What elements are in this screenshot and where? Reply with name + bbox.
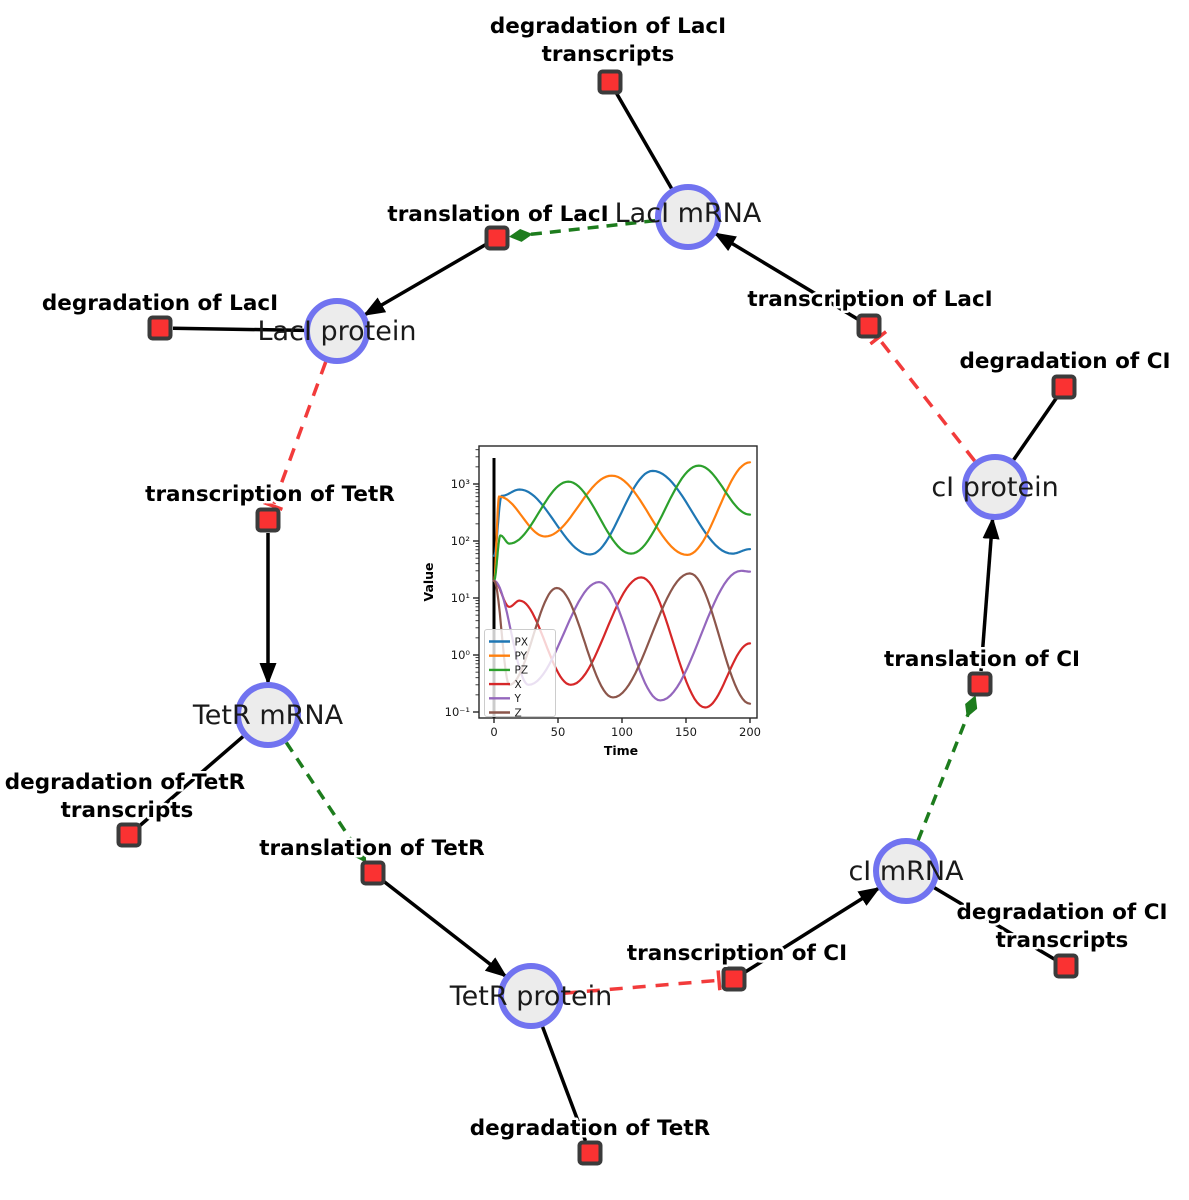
species-label-ci-mrna: cI mRNA [848,856,964,887]
chart-series-X [492,576,752,709]
chart-series-PY [492,461,752,582]
reaction-node-degradation-ci-transcripts [1053,953,1079,979]
reaction-label-degradation-laci-transcripts-line2: transcripts [542,42,675,67]
reaction-node-degradation-tetr-transcripts [116,822,142,848]
species-label-laci-mrna: LacI mRNA [615,198,762,229]
edge-translation-tetr-to-tetrprotein [382,879,508,978]
chart-axes-frame [478,445,758,719]
reaction-label-degradation-ci: degradation of CI [960,349,1171,374]
reaction-label-degradation-ci-transcripts-line2: transcripts [996,928,1129,953]
chart-x-tick-label: 150 [675,725,697,739]
reaction-node-degradation-tetr [577,1140,603,1166]
reaction-node-translation-ci [967,671,993,697]
edge-inhibition-ciprotein-to-transcription-laci [869,330,977,463]
reaction-label-degradation-tetr-transcripts-line1: degradation of TetR [5,770,246,795]
reaction-label-degradation-laci-transcripts-line1: degradation of LacI [490,14,726,39]
edge-translation-ci-to-ciprotein [979,516,1000,672]
edge-transcription-ci-to-cimrna [744,887,881,974]
chart-x-tick-label: 0 [490,725,497,739]
chart-x-tick-label: 50 [551,725,566,739]
chart-y-tick-label: 10⁰ [451,648,471,662]
inset-timecourse-chart: 0 50 100 150 20010⁻¹10⁰10¹10²10³TimeValuePXP… [421,445,761,758]
edge-inhibition-laciprotein-to-transcription-tetr [263,361,328,511]
chart-series-PX [492,469,752,557]
reaction-label-transcription-tetr: transcription of TetR [145,482,395,507]
reaction-label-degradation-ci-transcripts-line1: degradation of CI [957,900,1168,925]
edge-laciprotein-to-deg-laci [172,326,305,333]
edge-modifier-cimrna-to-translation-ci [916,695,978,841]
species-node-tetr-protein [498,963,564,1029]
species-node-ci-protein [962,454,1028,520]
reaction-node-transcription-tetr [255,507,281,533]
reaction-label-degradation-laci: degradation of LacI [42,291,278,316]
species-label-tetr-protein: TetR protein [449,981,612,1012]
edge-modifier-lacimrna-to-translation-laci [508,218,656,242]
species-label-tetr-mrna: TetR mRNA [192,700,344,731]
species-node-laci-protein [304,298,370,364]
species-label-ci-protein: cI protein [931,472,1058,503]
chart-legend-label-Y: Y [514,693,522,705]
edge-tetrmrna-to-deg-tetr-transcripts [137,735,245,828]
edge-tetrprotein-to-deg-tetr [540,1026,588,1142]
reaction-label-degradation-tetr-transcripts-line2: transcripts [61,798,194,823]
chart-y-tick-label: 10² [451,534,470,548]
reaction-layer [116,69,1079,1166]
chart-legend-label-X: X [515,679,522,691]
reaction-node-transcription-ci [721,966,747,992]
reaction-node-transcription-laci [856,313,882,339]
edge-cimrna-to-deg-ci-transcripts [933,886,1056,961]
reaction-label-translation-laci: translation of LacI [387,202,608,227]
chart-x-tick-label: 100 [611,725,633,739]
reaction-node-degradation-laci [147,315,173,341]
reaction-node-translation-tetr [360,860,386,886]
chart-series-PZ [492,464,752,582]
edge-ciprotein-to-deg-ci [1012,396,1059,461]
chart-x-tick-label: 200 [739,725,761,739]
chart-y-tick-label: 10³ [451,477,471,491]
label-layer: degradation of LacI transcripts translat… [2,12,1173,1144]
edge-inhibition-tetrprotein-to-transcription-ci [563,970,722,995]
species-node-tetr-mrna [235,682,301,748]
chart-legend-label-PX: PX [515,636,529,648]
edge-modifier-tetrmrna-to-translation-tetr [284,741,367,863]
chart-ylabel: Value [421,562,436,601]
chart-legend: PX PY PZ XYZ [484,629,556,719]
edge-transcription-laci-to-lacimrna [713,232,859,321]
chart-y-tick-label: 10⁻¹ [445,705,470,719]
reaction-label-transcription-laci: transcription of LacI [747,287,992,312]
reaction-node-degradation-laci-transcripts [597,69,623,95]
species-label-laci-protein: LacI protein [258,316,417,347]
chart-y-tick-label: 10¹ [451,591,470,605]
edge-translation-laci-to-laciprotein [362,242,487,316]
chart-legend-label-PZ: PZ [515,665,529,677]
chart-legend-label-Z: Z [515,707,522,719]
edge-lacimrna-to-deg-laci-transcripts [614,92,674,190]
reaction-label-transcription-ci: transcription of CI [627,941,847,966]
species-node-ci-mrna [873,838,939,904]
species-node-laci-mrna [655,184,721,250]
reaction-label-degradation-tetr: degradation of TetR [470,1116,711,1141]
species-layer [235,184,1028,1029]
reaction-label-translation-tetr: translation of TetR [259,836,485,861]
reaction-node-translation-laci [484,225,510,251]
chart-legend-box [484,629,556,717]
edge-layer [137,92,1059,1142]
chart-legend-label-PY: PY [515,651,528,663]
reaction-node-degradation-ci [1051,374,1077,400]
reaction-label-translation-ci: translation of CI [884,647,1080,672]
chart-xlabel: Time [604,743,638,758]
